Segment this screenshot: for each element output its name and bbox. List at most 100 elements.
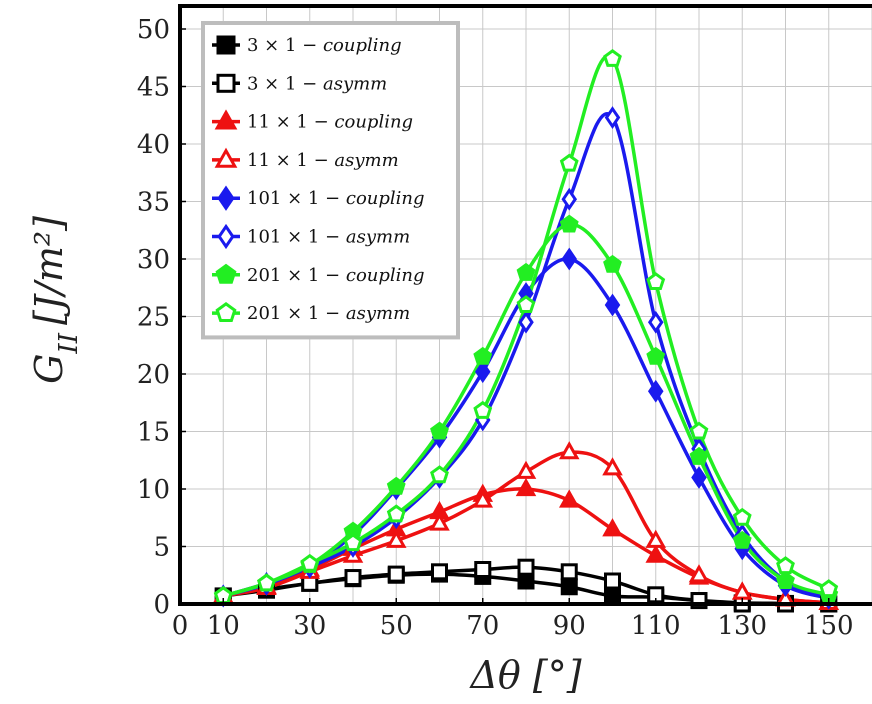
x-axis-label: Δθ [°] [468, 653, 581, 697]
data-point [560, 563, 578, 581]
legend: 3 × 1 − coupling 3 × 1 − asymm 11 × 1 − co… [201, 21, 460, 340]
data-point [646, 346, 666, 365]
y-tick-label: 50 [137, 15, 170, 45]
data-point [604, 572, 621, 590]
data-point [604, 587, 621, 605]
data-point [560, 578, 578, 596]
data-point [645, 544, 667, 563]
data-point [731, 581, 753, 600]
data-point [602, 518, 623, 537]
data-point [732, 530, 752, 549]
data-point [603, 48, 622, 67]
data-point [561, 247, 578, 271]
data-point [385, 529, 407, 548]
data-point [517, 572, 535, 590]
legend-swatch-marker [215, 263, 237, 284]
data-point [516, 262, 536, 281]
legend-entry: 3 × 1 − coupling [247, 35, 402, 56]
data-point [472, 489, 494, 508]
legend-swatch-marker [217, 185, 235, 211]
data-point [300, 553, 320, 572]
data-point [732, 507, 752, 526]
x-tick-label: 110 [631, 611, 681, 641]
y-tick-label: 15 [137, 418, 170, 448]
data-point [474, 561, 492, 578]
data-point [515, 460, 537, 479]
data-point [473, 400, 493, 419]
axis-ticks: 0 10 30 50 70 90 110 130 150 0 5 10 15 20 25 30 35 40 45 50 [137, 15, 854, 641]
data-point [344, 569, 362, 587]
data-point [604, 106, 621, 129]
data-point [647, 379, 664, 403]
data-point [604, 293, 621, 317]
plot-frame [178, 4, 872, 606]
legend-entry: 201 × 1 − coupling [247, 265, 425, 286]
data-point [602, 457, 623, 476]
legend-swatch-marker [214, 147, 238, 168]
data-point [430, 421, 449, 440]
data-point [473, 346, 493, 365]
data-point [516, 295, 536, 314]
data-point [558, 441, 580, 460]
x-tick-label: 130 [717, 611, 767, 641]
data-point [517, 558, 535, 576]
series-line [222, 112, 830, 599]
x-tick-label: 150 [804, 611, 854, 641]
data-point [386, 504, 406, 523]
legend-entry: 11 × 1 − coupling [247, 112, 413, 133]
data-point [645, 529, 667, 548]
data-point [689, 421, 709, 440]
y-tick-label: 30 [137, 245, 170, 275]
data-point [819, 579, 839, 598]
series-line [222, 222, 830, 598]
legend-entry: 201 × 1 − asymm [247, 303, 410, 324]
legend-entry: 11 × 1 − asymm [247, 150, 399, 171]
y-tick-label: 45 [137, 73, 170, 103]
legend-swatch-marker [217, 223, 235, 250]
y-tick-label: 20 [137, 360, 170, 390]
data-point [776, 571, 795, 590]
legend-swatch-marker [214, 109, 238, 130]
x-tick-label: 10 [207, 611, 240, 641]
y-tick-label: 40 [137, 130, 170, 160]
legend-swatch-marker [216, 73, 236, 93]
data-point [559, 214, 579, 233]
y-axis-label: GII[J/m²] [27, 216, 84, 384]
data-point [343, 533, 363, 552]
data-point [561, 187, 578, 211]
data-point [515, 477, 537, 497]
y-tick-label: 5 [153, 533, 170, 563]
data-point [689, 446, 709, 465]
x-tick-label: 90 [553, 611, 586, 641]
data-point [431, 563, 448, 581]
y-tick-label: 10 [137, 475, 170, 505]
axis-labels: Δθ [°] GII[J/m²] [27, 216, 582, 697]
legend-entry: 3 × 1 − asymm [247, 73, 387, 94]
data-point [257, 573, 276, 592]
legend-swatch-marker [216, 35, 236, 55]
data-point [386, 476, 406, 495]
data-point [646, 272, 666, 291]
x-tick-label: 50 [380, 611, 413, 641]
data-point [387, 565, 405, 583]
data-point [776, 556, 795, 575]
data-point [518, 310, 534, 334]
data-point [603, 254, 622, 273]
data-point [688, 564, 710, 583]
data-point [647, 310, 664, 334]
data-point [559, 153, 579, 172]
y-tick-label: 35 [137, 188, 170, 218]
x-tick-label: 30 [293, 611, 326, 641]
data-point [429, 512, 450, 531]
y-tick-label: 25 [137, 303, 170, 333]
legend-entry: 101 × 1 − coupling [247, 188, 425, 209]
data-point [691, 466, 707, 489]
legend-entry: 101 × 1 − asymm [247, 227, 410, 248]
x-tick-label: 0 [172, 611, 189, 641]
x-tick-label: 70 [466, 611, 499, 641]
data-point [558, 489, 580, 508]
legend-swatch-marker [215, 302, 237, 323]
data-point [474, 360, 491, 384]
legend-box [201, 21, 460, 340]
